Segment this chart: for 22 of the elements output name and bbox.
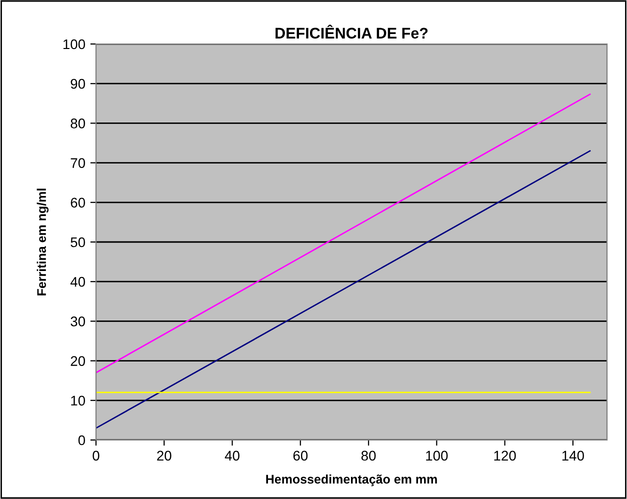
x-tick-label: 140	[562, 450, 584, 461]
y-axis-title: Ferritina em ng/ml	[36, 188, 49, 296]
y-tick-label: 80	[70, 118, 86, 128]
y-tick-label: 40	[70, 276, 86, 287]
y-tick-label: 60	[70, 198, 86, 208]
x-tick-label: 60	[293, 450, 308, 461]
y-tick-label: 0	[78, 435, 86, 446]
x-tick-label: 80	[361, 450, 376, 461]
x-tick-label: 40	[224, 450, 240, 461]
x-tick-label: 120	[494, 450, 516, 461]
y-tick-label: 100	[63, 39, 86, 50]
y-tick-label: 50	[70, 237, 86, 248]
y-tick-label: 70	[70, 158, 86, 168]
x-tick-label: 20	[157, 450, 172, 461]
x-tick-label: 0	[92, 450, 100, 461]
chart-title: DEFICIÊNCIA DE Fe?	[276, 24, 428, 39]
y-tick-label: 90	[70, 78, 86, 89]
x-tick-label: 100	[426, 450, 448, 461]
y-tick-label: 30	[70, 316, 86, 326]
x-axis-title: Hemossedimentação em mm	[266, 474, 437, 486]
y-tick-label: 10	[71, 396, 86, 406]
y-tick-label: 20	[70, 356, 86, 366]
